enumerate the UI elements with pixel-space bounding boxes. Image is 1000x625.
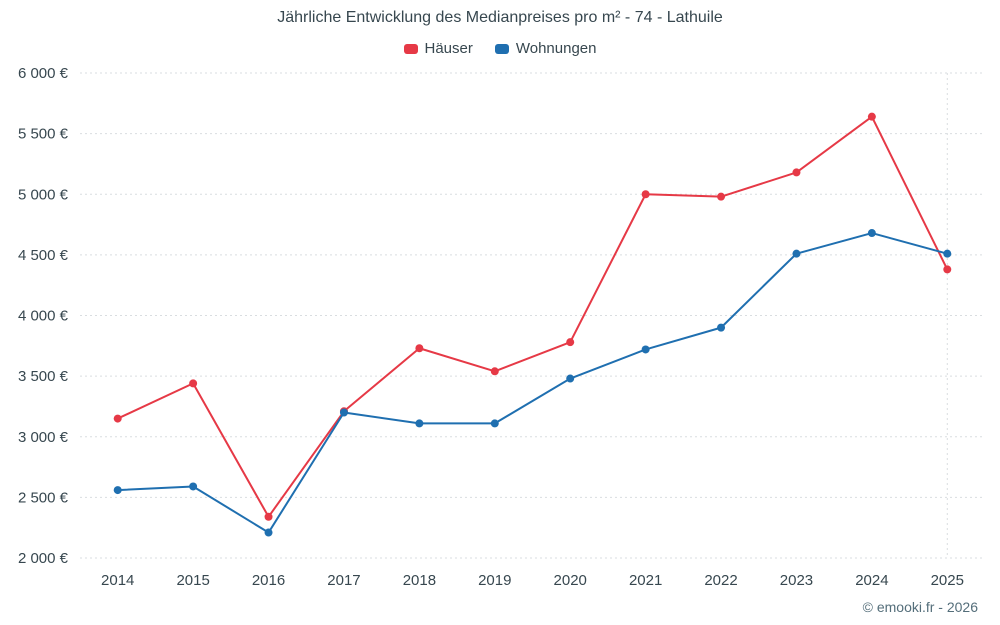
x-axis-label: 2024 xyxy=(855,572,888,589)
data-point[interactable] xyxy=(339,408,348,417)
y-axis-label: 3 000 € xyxy=(18,429,69,446)
data-point[interactable] xyxy=(792,249,801,258)
x-axis-label: 2014 xyxy=(101,572,134,589)
data-point[interactable] xyxy=(415,419,424,428)
y-axis-label: 2 500 € xyxy=(18,489,69,506)
data-point[interactable] xyxy=(113,486,122,495)
y-axis-label: 3 500 € xyxy=(18,368,69,385)
x-axis-label: 2020 xyxy=(554,572,587,589)
legend-swatch xyxy=(403,43,418,54)
data-point[interactable] xyxy=(641,190,650,199)
data-point[interactable] xyxy=(641,345,650,354)
legend-label: Häuser xyxy=(424,40,473,57)
y-axis-label: 2 000 € xyxy=(18,550,69,567)
legend-swatch xyxy=(494,43,509,54)
data-point[interactable] xyxy=(943,265,952,274)
data-point[interactable] xyxy=(717,192,726,201)
attribution: © emooki.fr - 2026 xyxy=(862,599,978,615)
x-axis-label: 2025 xyxy=(931,572,964,589)
y-axis-label: 4 000 € xyxy=(18,308,69,325)
data-point[interactable] xyxy=(566,374,575,383)
data-point[interactable] xyxy=(566,338,575,347)
data-point[interactable] xyxy=(867,229,876,238)
x-axis-label: 2018 xyxy=(403,572,436,589)
data-point[interactable] xyxy=(943,249,952,258)
data-point[interactable] xyxy=(867,112,876,121)
x-axis-label: 2022 xyxy=(704,572,737,589)
data-point[interactable] xyxy=(490,419,499,428)
x-axis-label: 2015 xyxy=(176,572,209,589)
data-point[interactable] xyxy=(490,367,499,376)
legend: Häuser Wohnungen xyxy=(0,40,1000,57)
legend-label: Wohnungen xyxy=(515,40,597,57)
y-axis-label: 6 000 € xyxy=(18,65,69,82)
x-axis-label: 2019 xyxy=(478,572,511,589)
x-axis-label: 2017 xyxy=(327,572,360,589)
x-axis-label: 2023 xyxy=(780,572,813,589)
y-axis-label: 5 000 € xyxy=(18,186,69,203)
data-point[interactable] xyxy=(113,414,122,423)
data-point[interactable] xyxy=(189,379,198,388)
chart-title: Jährliche Entwicklung des Medianpreises … xyxy=(277,9,723,26)
data-point[interactable] xyxy=(189,482,198,491)
legend-item-wohnungen[interactable]: Wohnungen xyxy=(494,40,597,57)
x-axis-label: 2021 xyxy=(629,572,662,589)
series-line-häuser xyxy=(116,115,949,518)
series-line-wohnungen xyxy=(116,232,949,534)
data-point[interactable] xyxy=(792,168,801,177)
y-axis-label: 5 500 € xyxy=(18,126,69,143)
data-point[interactable] xyxy=(264,528,273,537)
data-point[interactable] xyxy=(415,344,424,353)
legend-item-häuser[interactable]: Häuser xyxy=(403,40,473,57)
x-axis-label: 2016 xyxy=(252,572,285,589)
line-chart: 2 000 € 2 500 € 3 000 € 3 500 € 4 000 € 4 500… xyxy=(18,65,985,589)
y-axis-label: 4 500 € xyxy=(18,247,69,264)
data-point[interactable] xyxy=(264,512,273,521)
data-point[interactable] xyxy=(717,323,726,332)
